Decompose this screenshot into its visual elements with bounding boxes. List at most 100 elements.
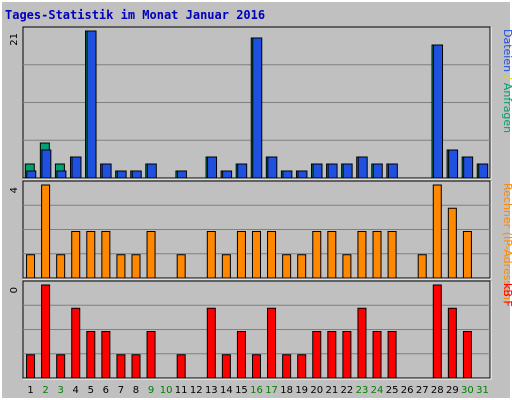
bar-kb-f-day-14 <box>221 354 231 379</box>
bar-dateien-day-19 <box>297 170 308 179</box>
bar-dateien-day-28 <box>433 44 444 179</box>
bar-rechner-ip-adressen-day-9 <box>146 231 156 279</box>
x-tick-label: 22 <box>341 385 354 396</box>
bar-dateien-day-4 <box>71 156 82 179</box>
legend-label-part: kB F <box>501 283 512 307</box>
bar-rechner-ip-adressen-day-7 <box>116 254 126 279</box>
chart-title: Tages-Statistik im Monat Januar 2016 <box>5 8 265 22</box>
bar-kb-f-day-11 <box>176 354 186 379</box>
bar-rechner-ip-adressen-day-30 <box>462 231 472 279</box>
bar-rechner-ip-adressen-day-27 <box>417 254 427 279</box>
bar-dateien-day-18 <box>282 170 293 179</box>
bar-rechner-ip-adressen-day-20 <box>312 231 322 279</box>
bar-kb-f-day-17 <box>267 307 277 379</box>
x-tick-label: 30 <box>461 385 474 396</box>
x-tick-label: 15 <box>235 385 248 396</box>
bar-rechner-ip-adressen-day-5 <box>86 231 96 279</box>
x-tick-label: 9 <box>148 385 154 396</box>
x-tick-label: 18 <box>280 385 293 396</box>
bar-kb-f-day-29 <box>447 307 457 379</box>
x-tick-label: 19 <box>295 385 308 396</box>
x-tick-label: 14 <box>220 385 233 396</box>
y-tick-label: 21 <box>9 33 20 46</box>
bar-kb-f-day-6 <box>101 331 111 379</box>
legend-label-part: Dateien <box>501 29 512 72</box>
bar-dateien-day-20 <box>312 163 323 179</box>
bar-dateien-day-22 <box>342 163 353 179</box>
x-tick-label: 24 <box>371 385 384 396</box>
bar-kb-f-day-15 <box>236 331 246 379</box>
bar-rechner-ip-adressen-day-24 <box>372 231 382 279</box>
bar-rechner-ip-adressen-day-4 <box>71 231 81 279</box>
chart-panel-1: 21 Dateien / Anfragen <box>9 26 512 180</box>
bar-rechner-ip-adressen-day-17 <box>267 231 277 279</box>
bar-dateien-day-16 <box>252 37 263 179</box>
bar-rechner-ip-adressen-day-22 <box>342 254 352 279</box>
bar-dateien-day-8 <box>131 170 142 179</box>
bar-dateien-day-29 <box>448 149 459 179</box>
bar-kb-f-day-4 <box>71 307 81 379</box>
bar-kb-f-day-13 <box>206 307 216 379</box>
x-tick-label: 8 <box>133 385 139 396</box>
bar-rechner-ip-adressen-day-19 <box>297 254 307 279</box>
bar-kb-f-day-20 <box>312 331 322 379</box>
bar-rechner-ip-adressen-day-8 <box>131 254 141 279</box>
bar-rechner-ip-adressen-day-15 <box>236 231 246 279</box>
bar-rechner-ip-adressen-day-23 <box>357 231 367 279</box>
x-tick-label: 23 <box>356 385 369 396</box>
bar-rechner-ip-adressen-day-29 <box>447 207 457 279</box>
bar-kb-f-day-3 <box>56 354 66 379</box>
bar-kb-f-day-21 <box>327 331 337 379</box>
bar-kb-f-day-23 <box>357 307 367 379</box>
chart-panel-2: 4 Rechner (IP-Adressen) <box>9 180 512 304</box>
bar-dateien-day-30 <box>463 156 474 179</box>
x-tick-label: 16 <box>250 385 263 396</box>
bar-dateien-day-21 <box>327 163 338 179</box>
bar-dateien-day-6 <box>101 163 112 179</box>
y-tick-label: 0 <box>9 287 20 293</box>
bar-kb-f-day-5 <box>86 331 96 379</box>
bar-dateien-day-17 <box>267 156 278 179</box>
x-tick-label: 31 <box>476 385 489 396</box>
x-tick-label: 1 <box>27 385 33 396</box>
bar-dateien-day-24 <box>372 163 383 179</box>
bar-dateien-day-5 <box>86 30 97 179</box>
bar-dateien-day-11 <box>176 170 187 179</box>
bar-dateien-day-23 <box>357 156 368 179</box>
bar-dateien-day-31 <box>478 163 489 179</box>
bar-kb-f-day-22 <box>342 331 352 379</box>
x-tick-label: 5 <box>88 385 94 396</box>
bar-rechner-ip-adressen-day-25 <box>387 231 397 279</box>
bar-kb-f-day-18 <box>282 354 292 379</box>
bar-kb-f-day-28 <box>432 284 442 379</box>
x-tick-label: 13 <box>205 385 218 396</box>
x-tick-label: 28 <box>431 385 444 396</box>
bar-kb-f-day-16 <box>252 354 261 379</box>
x-tick-label: 17 <box>265 385 278 396</box>
chart-panel-3: 0 kB F <box>9 280 512 380</box>
bar-kb-f-day-19 <box>297 354 307 379</box>
bar-rechner-ip-adressen-day-28 <box>432 184 442 279</box>
x-tick-label: 12 <box>190 385 203 396</box>
series-legend-label: kB F <box>501 283 512 307</box>
bar-kb-f-day-1 <box>26 354 36 379</box>
x-tick-label: 6 <box>103 385 109 396</box>
bar-dateien-day-9 <box>146 163 157 179</box>
x-tick-label: 11 <box>175 385 188 396</box>
legend-label-part: Anfragen <box>501 83 512 133</box>
x-tick-label: 10 <box>160 385 173 396</box>
bar-rechner-ip-adressen-day-3 <box>56 254 66 279</box>
bar-rechner-ip-adressen-day-18 <box>282 254 292 279</box>
bar-kb-f-day-2 <box>41 284 51 379</box>
x-tick-label: 2 <box>42 385 48 396</box>
x-tick-label: 20 <box>310 385 323 396</box>
bar-dateien-day-15 <box>237 163 248 179</box>
bar-rechner-ip-adressen-day-2 <box>41 184 51 279</box>
x-tick-label: 21 <box>325 385 338 396</box>
bar-kb-f-day-25 <box>387 331 397 379</box>
x-tick-label: 7 <box>118 385 124 396</box>
bar-dateien-day-13 <box>207 156 218 179</box>
bar-kb-f-day-8 <box>131 354 141 379</box>
series-legend-label: Dateien / Anfragen <box>501 29 512 133</box>
